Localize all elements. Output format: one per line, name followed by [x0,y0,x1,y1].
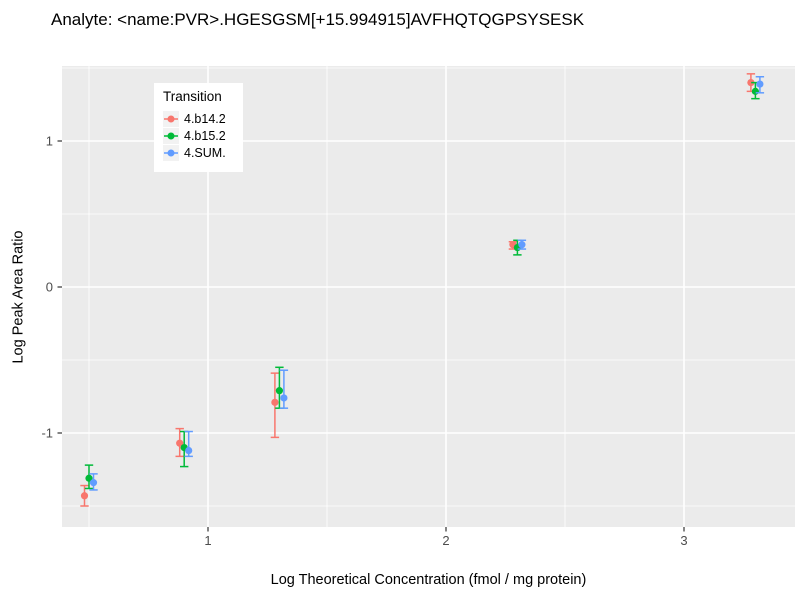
legend-item-label: 4.b14.2 [184,111,226,126]
legend-item: 4.b14.2 [163,110,243,127]
data-point [80,492,89,500]
data-point [271,398,279,406]
data-point [518,241,526,249]
legend-item-label: 4.b15.2 [184,128,226,143]
legend-item: 4.b15.2 [163,127,243,144]
errorbar-point-icon [163,127,179,144]
legend: Transition 4.b14.2 4.b15.2 4.SUM. [154,83,243,172]
legend-title: Transition [163,89,222,104]
data-point [756,80,764,88]
plot-title: Analyte: <name:PVR>.HGESGSM[+15.994915]A… [51,10,585,29]
x-tick-label: 3 [680,533,687,548]
y-tick-label: 1 [46,134,53,149]
x-tick-label: 1 [204,533,211,548]
x-tick-label: 2 [442,533,449,548]
errorbar-point-icon [163,144,179,161]
x-axis-title: Log Theoretical Concentration (fmol / mg… [270,572,587,588]
data-point [747,79,755,87]
y-axis-title: Log Peak Area Ratio [10,230,27,364]
data-point [751,87,760,95]
legend-item-label: 4.SUM. [184,145,226,160]
data-point [89,479,98,487]
data-point [85,474,93,482]
errorbar-point-icon [163,110,179,127]
legend-item: 4.SUM. [163,144,243,161]
data-point [280,394,288,402]
y-tick-label: 0 [46,280,53,295]
data-point [176,439,184,447]
data-point [185,446,193,455]
data-point [275,387,283,395]
y-tick-label: -1 [41,426,53,441]
